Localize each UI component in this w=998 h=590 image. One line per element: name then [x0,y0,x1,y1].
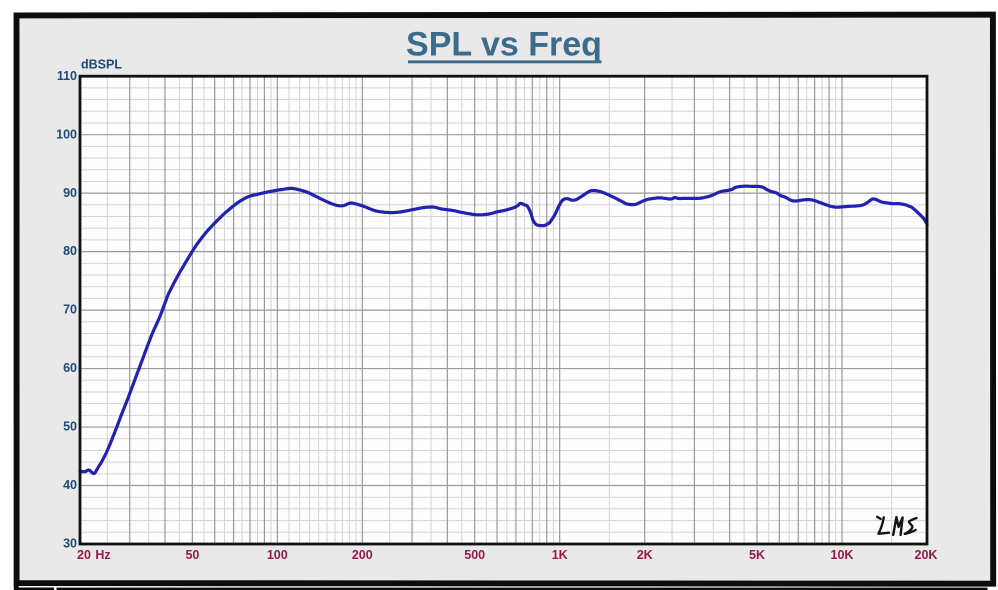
svg-text:dBSPL: dBSPL [81,58,122,72]
svg-text:100: 100 [56,127,77,141]
svg-text:60: 60 [63,361,77,375]
svg-text:Hz: Hz [95,548,110,562]
svg-text:SPL vs Freq: SPL vs Freq [406,25,602,63]
svg-text:30: 30 [63,537,77,551]
svg-text:20: 20 [77,548,91,562]
svg-text:40: 40 [63,478,77,492]
svg-text:1K: 1K [552,548,568,562]
svg-text:500: 500 [464,548,485,562]
svg-text:100: 100 [267,548,288,562]
svg-text:10K: 10K [831,548,854,562]
svg-text:50: 50 [185,548,199,562]
svg-text:200: 200 [352,548,373,562]
svg-text:70: 70 [63,303,77,317]
svg-text:80: 80 [63,244,77,258]
svg-text:2K: 2K [637,548,653,562]
svg-text:50: 50 [63,420,77,434]
svg-text:110: 110 [57,69,77,83]
svg-text:5K: 5K [749,548,765,562]
svg-text:90: 90 [63,186,77,200]
svg-text:20K: 20K [915,548,938,562]
